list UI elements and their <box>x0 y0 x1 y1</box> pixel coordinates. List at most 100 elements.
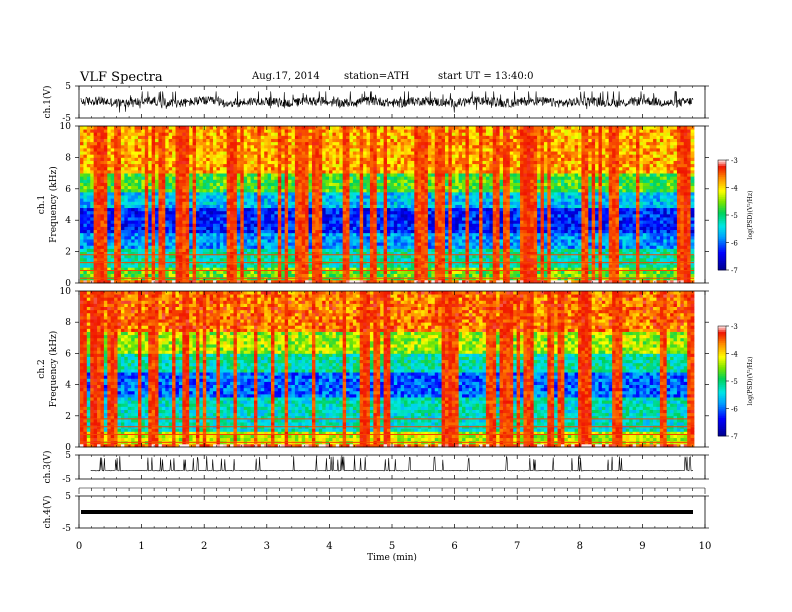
heatmap-cell <box>281 264 286 268</box>
heatmap-cell <box>550 229 555 234</box>
heatmap-cell <box>479 220 483 224</box>
heatmap-cell <box>80 239 84 243</box>
heatmap-cell <box>247 235 251 240</box>
heatmap-cell <box>267 257 272 262</box>
heatmap-cell <box>421 220 425 224</box>
heatmap-cell <box>588 223 593 227</box>
heatmap-cell <box>349 257 354 262</box>
heatmap-cell <box>346 232 350 237</box>
heatmap-cell <box>124 195 129 199</box>
heatmap-cell <box>502 270 507 274</box>
heatmap-cell <box>550 279 555 284</box>
heatmap-cell <box>417 251 422 256</box>
heatmap-cell <box>342 245 347 249</box>
heatmap-cell <box>148 229 153 234</box>
heatmap-cell <box>499 201 504 205</box>
heatmap-cell <box>356 270 361 274</box>
heatmap-cell <box>615 267 620 271</box>
heatmap-cell <box>363 207 367 212</box>
heatmap-cell <box>332 251 337 256</box>
heatmap-cell <box>479 210 483 215</box>
heatmap-cell <box>636 239 640 243</box>
heatmap-cell <box>666 254 671 259</box>
heatmap-cell <box>137 248 142 252</box>
heatmap-cell <box>690 201 695 205</box>
heatmap-cell <box>308 207 313 212</box>
heatmap-cell <box>291 201 296 205</box>
heatmap-cell <box>175 223 180 227</box>
heatmap-cell <box>636 254 640 259</box>
heatmap-cell <box>673 217 678 221</box>
heatmap-cell <box>516 235 521 240</box>
heatmap-cell <box>216 257 221 262</box>
heatmap-cell <box>288 273 292 278</box>
heatmap-cell <box>131 229 135 234</box>
heatmap-cell <box>601 264 606 268</box>
heatmap-cell <box>465 198 470 202</box>
heatmap-cell <box>165 279 170 284</box>
heatmap-cell <box>557 223 562 227</box>
heatmap-cell <box>308 264 313 268</box>
heatmap-cell <box>90 248 95 252</box>
heatmap-cell <box>622 198 627 202</box>
heatmap-cell <box>322 267 326 271</box>
heatmap-cell <box>195 242 200 246</box>
heatmap-cell <box>369 210 374 215</box>
heatmap-cell <box>393 248 398 252</box>
heatmap-cell <box>155 257 159 262</box>
heatmap-cell <box>680 251 685 256</box>
heatmap-cell <box>120 213 125 218</box>
heatmap-cell <box>114 201 118 205</box>
heatmap-cell <box>226 267 231 271</box>
heatmap-cell <box>427 279 432 284</box>
heatmap-cell <box>134 232 139 237</box>
heatmap-cell <box>690 270 695 274</box>
heatmap-cell <box>182 223 187 227</box>
heatmap-cell <box>247 245 251 249</box>
heatmap-cell <box>659 220 664 224</box>
heatmap-cell <box>448 229 453 234</box>
heatmap-cell <box>359 226 364 231</box>
heatmap-cell <box>499 217 504 221</box>
heatmap-cell <box>595 229 599 234</box>
heatmap-cell <box>322 217 326 221</box>
heatmap-cell <box>475 207 480 212</box>
heatmap-cell <box>240 239 245 243</box>
heatmap-cell <box>83 217 88 221</box>
heatmap-cell <box>676 264 681 268</box>
heatmap-cell <box>363 279 367 284</box>
heatmap-cell <box>496 267 500 271</box>
heatmap-cell <box>352 201 357 205</box>
heatmap-cell <box>322 204 326 209</box>
heatmap-cell <box>168 217 173 221</box>
heatmap-cell <box>434 254 439 259</box>
heatmap-cell <box>547 248 552 252</box>
heatmap-cell <box>455 279 460 284</box>
heatmap-cell <box>376 229 381 234</box>
heatmap-cell <box>666 264 671 268</box>
heatmap-cell <box>680 273 685 278</box>
heatmap-cell <box>250 270 255 274</box>
heatmap-cell <box>247 254 251 259</box>
heatmap-cell <box>250 223 255 227</box>
heatmap-cell <box>618 217 623 221</box>
heatmap-cell <box>598 220 603 224</box>
heatmap-cell <box>625 273 630 278</box>
heatmap-cell <box>608 223 613 227</box>
heatmap-cell <box>618 254 623 259</box>
heatmap-cell <box>581 257 586 262</box>
heatmap-cell <box>400 235 405 240</box>
heatmap-cell <box>151 254 156 259</box>
heatmap-cell <box>253 279 258 284</box>
heatmap-cell <box>291 232 296 237</box>
heatmap-cell <box>284 264 289 268</box>
heatmap-cell <box>526 229 531 234</box>
heatmap-cell <box>260 220 265 224</box>
heatmap-cell <box>666 207 671 212</box>
heatmap-cell <box>267 229 272 234</box>
heatmap-cell <box>554 226 558 231</box>
heatmap-cell <box>103 223 108 227</box>
heatmap-cell <box>557 232 562 237</box>
heatmap-cell <box>615 235 620 240</box>
heatmap-cell <box>462 198 466 202</box>
